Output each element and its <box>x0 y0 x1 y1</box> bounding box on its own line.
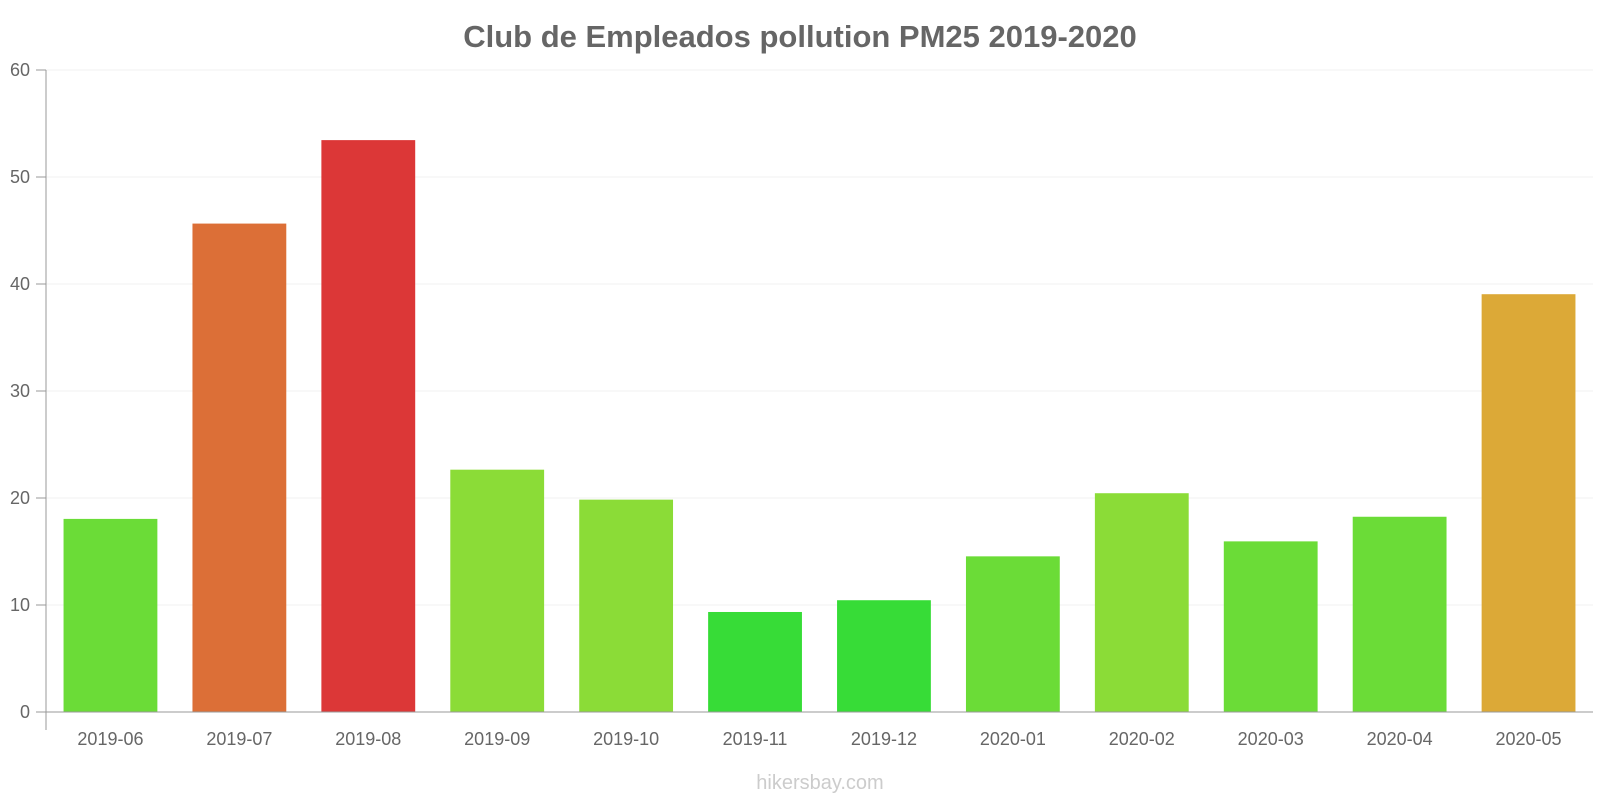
bar-2019-06[interactable] <box>63 518 158 713</box>
x-tick-label: 2020-02 <box>1109 729 1175 749</box>
bar-2020-04[interactable] <box>1352 516 1447 713</box>
bar-2019-10[interactable] <box>579 499 674 713</box>
bars <box>63 140 1576 713</box>
x-tick-label: 2019-08 <box>335 729 401 749</box>
axes <box>36 70 1593 730</box>
bar-2019-11[interactable] <box>708 611 802 713</box>
x-tick-label: 2020-04 <box>1367 729 1433 749</box>
grid-lines <box>46 69 1593 606</box>
chart-title: Club de Empleados pollution PM25 2019-20… <box>463 19 1137 54</box>
y-tick-label: 20 <box>10 488 30 508</box>
y-tick-label: 30 <box>10 381 30 401</box>
watermark: hikersbay.com <box>756 772 883 794</box>
y-tick-label: 50 <box>10 167 30 187</box>
bar-2020-05[interactable] <box>1481 294 1576 713</box>
x-tick-label: 2019-09 <box>464 729 530 749</box>
bar-2020-02[interactable] <box>1094 493 1189 713</box>
bar-2019-07[interactable] <box>192 223 287 713</box>
x-tick-label: 2020-05 <box>1496 729 1562 749</box>
y-tick-label: 40 <box>10 274 30 294</box>
y-tick-label: 10 <box>10 595 30 615</box>
bar-2020-01[interactable] <box>965 556 1060 713</box>
bar-2019-09[interactable] <box>450 469 545 713</box>
x-tick-label: 2019-10 <box>593 729 659 749</box>
x-tick-label: 2019-06 <box>77 729 143 749</box>
x-tick-label: 2019-12 <box>851 729 917 749</box>
x-tick-labels: 2019-06 2019-07 2019-08 2019-09 2019-10 2019-… <box>77 729 1561 749</box>
bar-2020-03[interactable] <box>1223 541 1318 713</box>
y-tick-labels: 0 10 20 30 40 50 60 <box>10 60 46 722</box>
x-tick-label: 2020-01 <box>980 729 1046 749</box>
y-tick-label: 60 <box>10 60 30 80</box>
y-tick-label: 0 <box>20 702 30 722</box>
bar-2019-12[interactable] <box>837 600 931 713</box>
x-tick-label: 2019-11 <box>723 729 788 749</box>
x-tick-label: 2020-03 <box>1238 729 1304 749</box>
x-tick-label: 2019-07 <box>206 729 272 749</box>
bar-2019-08[interactable] <box>321 140 416 713</box>
